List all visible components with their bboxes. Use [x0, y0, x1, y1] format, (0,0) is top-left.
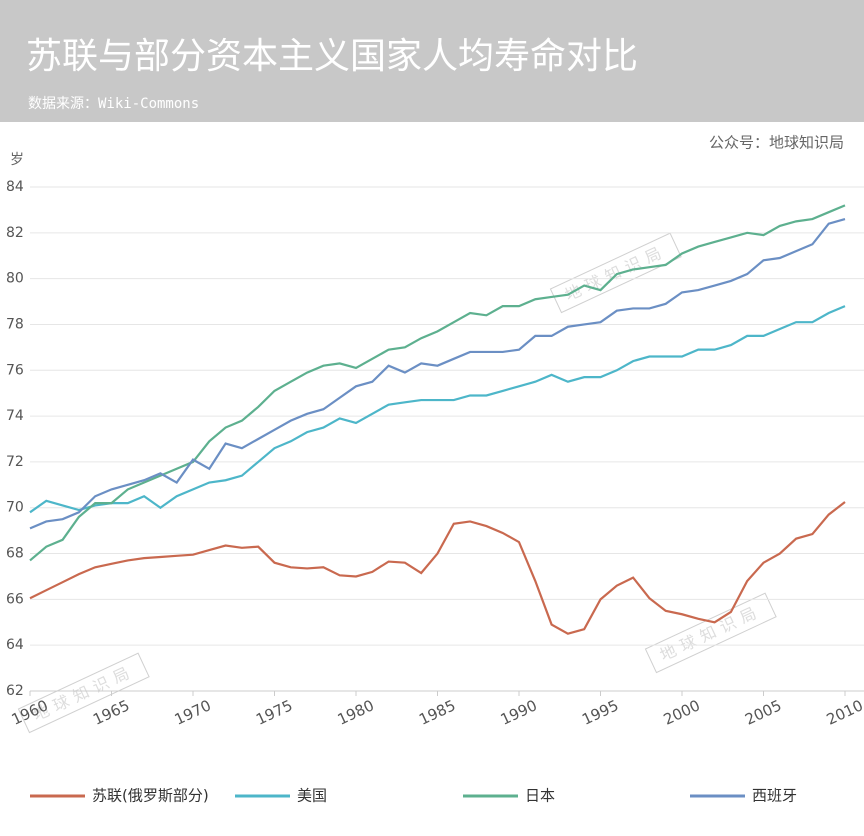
x-tick-label: 1970	[172, 696, 214, 728]
x-tick-label: 1975	[253, 696, 295, 728]
y-tick-label: 74	[6, 408, 24, 424]
x-tick-label: 2005	[742, 696, 784, 728]
x-tick-label: 1960	[9, 696, 51, 728]
y-tick-label: 82	[6, 225, 24, 241]
y-tick-label: 84	[6, 179, 24, 195]
x-tick-label: 2000	[661, 696, 703, 728]
y-tick-label: 68	[6, 546, 24, 562]
source-note: 公众号：地球知识局	[709, 134, 844, 152]
watermark-box: 地球知识局	[17, 652, 150, 734]
chart-title: 苏联与部分资本主义国家人均寿命对比	[26, 36, 638, 77]
subtitle: 数据来源：Wiki-Commons	[28, 96, 199, 112]
legend-label: 日本	[525, 787, 555, 805]
y-tick-label: 62	[6, 683, 24, 699]
y-tick-label: 80	[6, 271, 24, 287]
watermark: 地球知识局	[562, 241, 670, 305]
y-tick-label: 76	[6, 362, 24, 378]
watermark-box: 地球知识局	[644, 592, 777, 674]
series-line	[29, 305, 846, 514]
header-band	[0, 0, 864, 122]
y-tick-label: 78	[6, 316, 24, 332]
legend-label: 美国	[297, 787, 327, 805]
y-tick-label: 70	[6, 500, 24, 516]
y-tick-label: 66	[6, 591, 24, 607]
watermark-box: 地球知识局	[549, 232, 682, 314]
x-tick-label: 1990	[498, 696, 540, 728]
legend-label: 苏联(俄罗斯部分)	[92, 787, 209, 805]
series-line	[29, 501, 846, 635]
x-tick-label: 2010	[824, 696, 864, 728]
x-tick-label: 1980	[335, 696, 377, 728]
x-tick-label: 1995	[579, 696, 621, 728]
legend-label: 西班牙	[752, 787, 797, 805]
y-tick-label: 64	[6, 637, 24, 653]
y-axis-label: 岁	[10, 152, 24, 168]
watermark: 地球知识局	[657, 601, 765, 665]
x-tick-label: 1985	[416, 696, 458, 728]
series-line	[29, 218, 846, 530]
series-line	[29, 204, 846, 562]
y-tick-label: 72	[6, 454, 24, 470]
